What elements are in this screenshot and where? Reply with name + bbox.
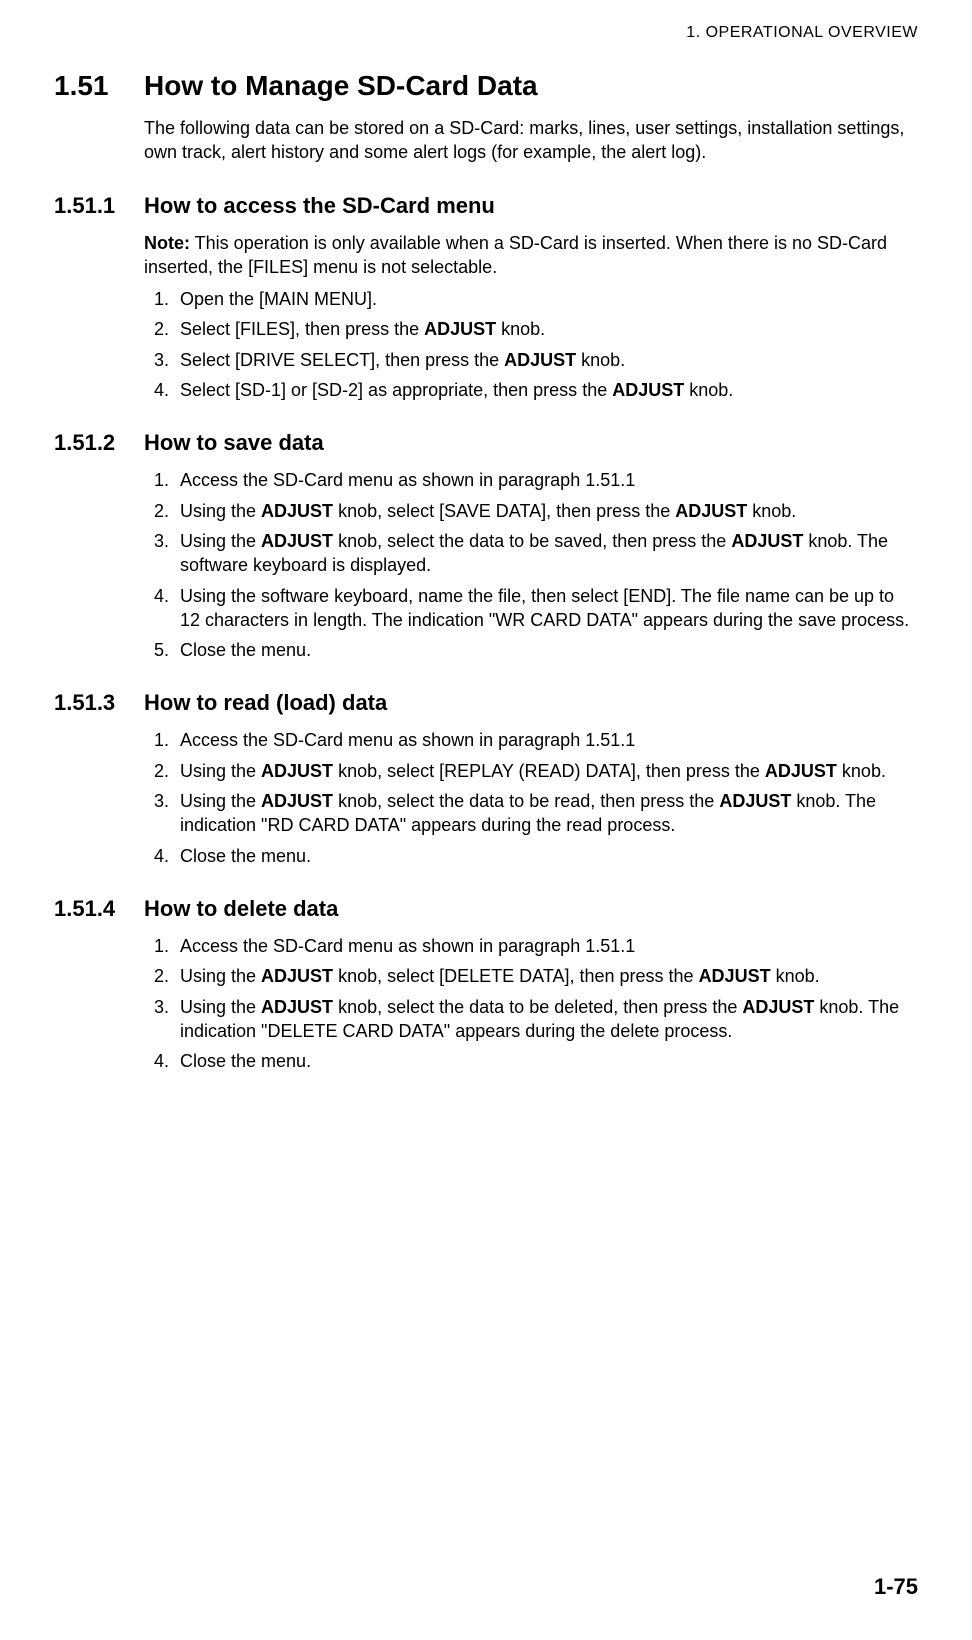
step-item: Using the ADJUST knob, select the data t… [174,995,918,1044]
step-item: Select [DRIVE SELECT], then press the AD… [174,348,918,372]
subsection-number: 1.51.4 [54,896,144,922]
note-text: Note: This operation is only available w… [144,231,918,280]
step-item: Close the menu. [174,844,918,868]
step-item: Using the software keyboard, name the fi… [174,584,918,633]
page-header: 1. OPERATIONAL OVERVIEW [54,24,918,42]
section-1-51-4-heading: 1.51.4 How to delete data [54,896,918,922]
section-number: 1.51 [54,70,144,102]
step-item: Access the SD-Card menu as shown in para… [174,728,918,752]
step-item: Access the SD-Card menu as shown in para… [174,934,918,958]
step-item: Using the ADJUST knob, select [REPLAY (R… [174,759,918,783]
step-item: Using the ADJUST knob, select the data t… [174,529,918,578]
section-intro: The following data can be stored on a SD… [144,116,918,165]
section-1-51-heading: 1.51 How to Manage SD-Card Data [54,70,918,102]
section-1-51-2-heading: 1.51.2 How to save data [54,430,918,456]
step-item: Close the menu. [174,1049,918,1073]
section-title: How to Manage SD-Card Data [144,70,538,102]
subsection-number: 1.51.2 [54,430,144,456]
step-item: Open the [MAIN MENU]. [174,287,918,311]
step-item: Close the menu. [174,638,918,662]
subsection-number: 1.51.1 [54,193,144,219]
note-body: This operation is only available when a … [144,233,887,277]
steps-1-51-2: Access the SD-Card menu as shown in para… [144,468,918,662]
step-item: Using the ADJUST knob, select the data t… [174,789,918,838]
steps-1-51-3: Access the SD-Card menu as shown in para… [144,728,918,867]
subsection-title: How to delete data [144,896,338,922]
subsection-number: 1.51.3 [54,690,144,716]
step-item: Using the ADJUST knob, select [DELETE DA… [174,964,918,988]
section-1-51-1-heading: 1.51.1 How to access the SD-Card menu [54,193,918,219]
step-item: Select [SD-1] or [SD-2] as appropriate, … [174,378,918,402]
page-number: 1-75 [874,1574,918,1600]
steps-1-51-4: Access the SD-Card menu as shown in para… [144,934,918,1073]
note-label: Note: [144,233,190,253]
subsection-title: How to save data [144,430,324,456]
subsection-title: How to read (load) data [144,690,387,716]
section-1-51-3-heading: 1.51.3 How to read (load) data [54,690,918,716]
subsection-title: How to access the SD-Card menu [144,193,495,219]
step-item: Access the SD-Card menu as shown in para… [174,468,918,492]
step-item: Using the ADJUST knob, select [SAVE DATA… [174,499,918,523]
step-item: Select [FILES], then press the ADJUST kn… [174,317,918,341]
steps-1-51-1: Open the [MAIN MENU]. Select [FILES], th… [144,287,918,402]
